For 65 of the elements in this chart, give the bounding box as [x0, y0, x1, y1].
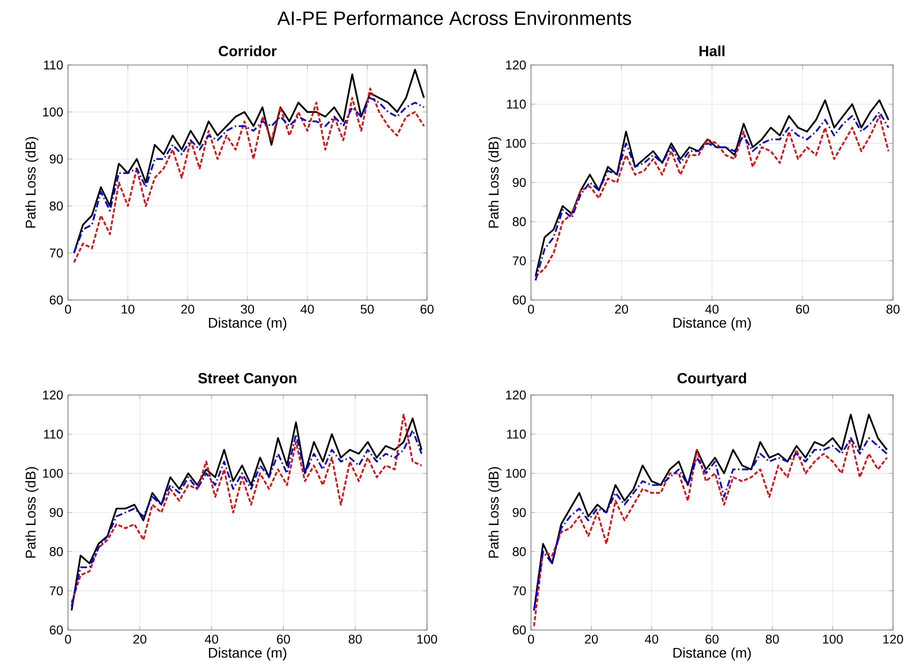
y-tick-label: 70 [50, 586, 63, 596]
x-tick-label: 20 [181, 304, 194, 314]
y-tick-label: 100 [43, 108, 63, 116]
chart-title: Courtyard [678, 372, 746, 386]
x-tick-label: 30 [240, 304, 254, 314]
y-tick-label: 90 [512, 178, 526, 187]
y-tick-label: 100 [43, 468, 63, 478]
x-tick-label: 10 [122, 304, 134, 314]
x-tick-label: 40 [300, 304, 314, 314]
x-tick-label: 40 [644, 634, 658, 644]
x-tick-label: 0 [64, 634, 72, 644]
y-tick-label: 110 [44, 430, 63, 439]
x-tick-label: 100 [823, 634, 843, 644]
x-tick-label: 20 [133, 634, 146, 644]
y-axis-title: Path Loss (dB) [25, 137, 38, 228]
y-tick-label: 70 [512, 256, 526, 266]
x-tick-label: 0 [528, 304, 534, 314]
y-tick-label: 100 [506, 138, 526, 148]
y-tick-label: 120 [506, 390, 526, 400]
y-tick-label: 80 [50, 547, 63, 556]
x-tick-label: 0 [528, 634, 534, 644]
y-tick-label: 70 [50, 248, 63, 258]
y-tick-label: 110 [507, 430, 526, 439]
x-tick-label: 80 [766, 634, 779, 644]
x-tick-label: 60 [277, 634, 290, 644]
y-tick-label: 120 [43, 390, 63, 400]
x-tick-label: 80 [886, 304, 900, 314]
y-tick-label: 100 [506, 468, 526, 478]
x-tick-label: 40 [204, 634, 218, 644]
x-tick-label: 80 [348, 634, 362, 644]
text: AI-PE Performance Across Environments [277, 10, 632, 26]
y-tick-label: 120 [506, 60, 526, 70]
y-tick-label: 110 [44, 60, 63, 70]
y-axis-title: Path Loss (dB) [25, 467, 38, 558]
y-tick-label: 110 [507, 100, 526, 109]
x-axis-title: Distance (m) [208, 647, 286, 661]
x-tick-label: 60 [420, 304, 434, 314]
x-tick-label: 20 [584, 634, 598, 644]
x-tick-label: 60 [706, 634, 719, 644]
y-tick-label: 60 [512, 626, 526, 634]
chart-title: Hall [700, 46, 724, 56]
x-tick-label: 40 [705, 304, 719, 314]
x-tick-label: 0 [64, 304, 72, 314]
x-axis-title: Distance (m) [673, 317, 751, 331]
y-tick-label: 60 [50, 296, 63, 304]
y-tick-label: 80 [512, 217, 526, 226]
chart-title: Street Canyon [198, 373, 296, 386]
x-tick-label: 20 [615, 304, 628, 314]
y-axis-title: Path Loss (dB) [488, 137, 502, 228]
y-tick-label: 60 [512, 296, 526, 304]
y-axis-title: Path Loss (dB) [488, 467, 502, 558]
x-tick-label: 120 [883, 634, 904, 644]
y-tick-label: 80 [50, 202, 63, 210]
x-axis-title: Distance (m) [673, 647, 751, 661]
y-tick-label: 90 [50, 508, 63, 517]
x-tick-label: 50 [360, 304, 374, 314]
x-tick-label: 60 [796, 304, 810, 314]
chart-title: Corridor [218, 46, 277, 56]
y-tick-label: 70 [512, 586, 526, 596]
y-tick-label: 90 [50, 154, 63, 164]
y-tick-label: 90 [512, 508, 526, 517]
y-tick-label: 80 [512, 547, 526, 556]
x-tick-label: 100 [417, 634, 438, 644]
y-tick-label: 60 [50, 626, 63, 634]
x-axis-title: Distance (m) [208, 317, 286, 331]
